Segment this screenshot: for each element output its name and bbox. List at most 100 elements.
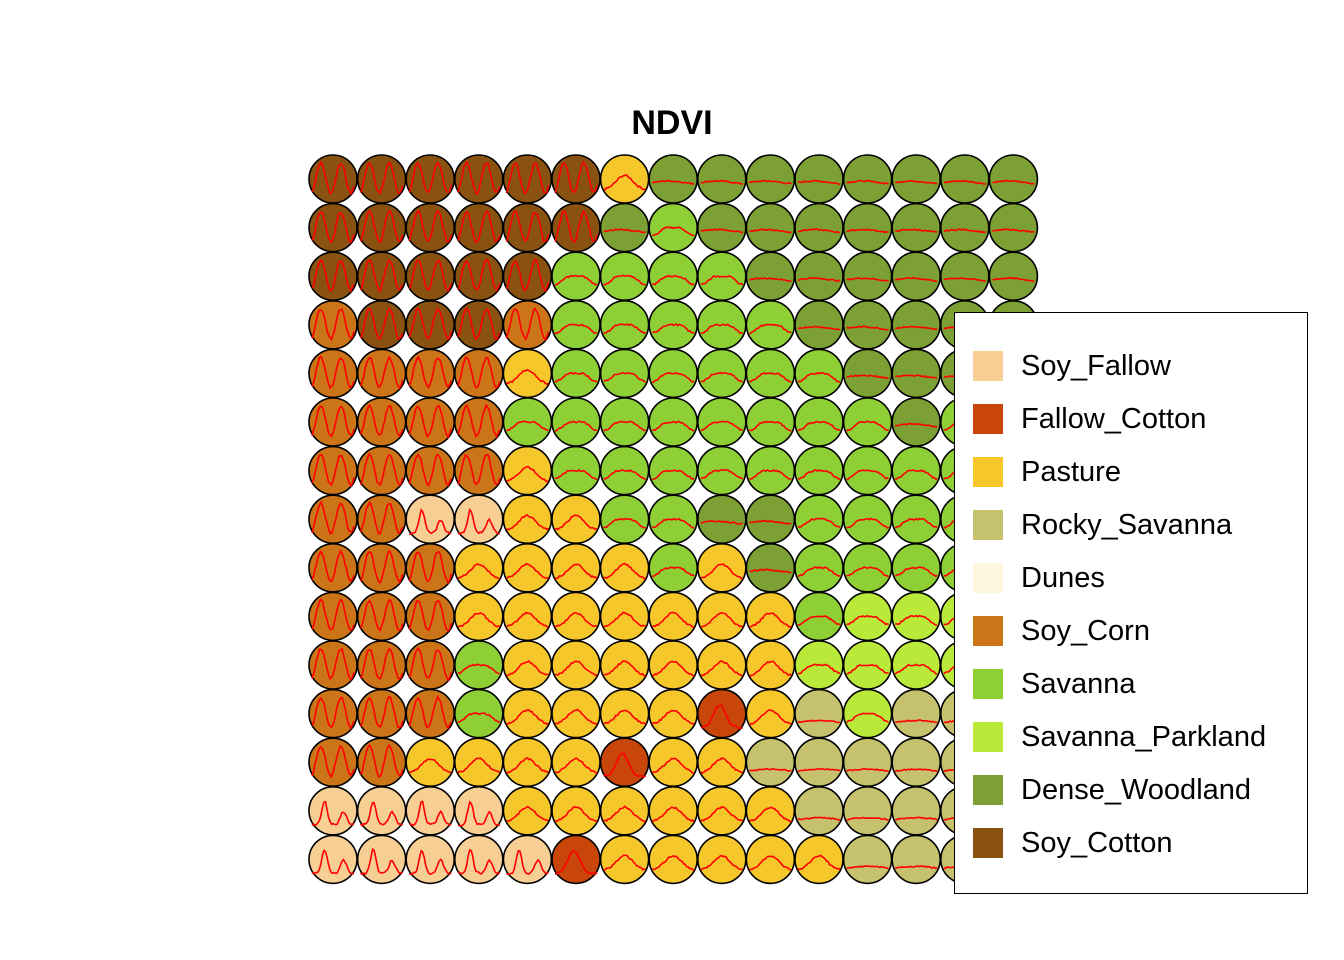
legend-label: Dense_Woodland: [1021, 773, 1252, 806]
ndvi-pattern-line: [409, 800, 452, 827]
ndvi-pattern-line: [652, 566, 695, 578]
neuron-cell: [502, 834, 553, 885]
neuron-cell: [891, 785, 942, 836]
neuron-circle: [502, 494, 553, 545]
neuron-cell: [696, 834, 747, 885]
ndvi-pattern-line: [846, 469, 889, 481]
ndvi-pattern-line: [408, 355, 452, 389]
ndvi-pattern-line: [846, 179, 889, 185]
ndvi-pattern-line: [408, 551, 452, 585]
ndvi-pattern-line: [457, 612, 500, 628]
ndvi-pattern-line: [505, 210, 550, 243]
ndvi-pattern-line: [846, 614, 889, 626]
neuron-cell: [842, 494, 893, 545]
neuron-cell: [599, 202, 650, 253]
neuron-cell: [648, 348, 699, 399]
ndvi-pattern-line: [749, 228, 792, 234]
neuron-cell: [599, 591, 650, 642]
neuron-circle: [696, 785, 747, 836]
neuron-circle: [794, 737, 844, 788]
ndvi-pattern-line: [409, 758, 452, 774]
neuron-cell: [551, 397, 601, 447]
neuron-cell: [356, 445, 407, 496]
neuron-cell: [502, 251, 553, 302]
neuron-cell: [891, 640, 942, 690]
ndvi-pattern-line: [603, 562, 646, 580]
legend: Soy_Fallow Fallow_Cotton Pasture Rocky_Sava…: [954, 312, 1308, 894]
neuron-circle: [891, 785, 942, 836]
neuron-circle: [356, 834, 407, 885]
ndvi-pattern-line: [311, 308, 355, 342]
ndvi-pattern-line: [749, 468, 792, 480]
legend-label: Savanna: [1021, 667, 1136, 700]
ndvi-pattern-line: [554, 209, 598, 244]
neuron-cell: [842, 202, 893, 253]
neuron-circle: [745, 251, 796, 302]
neuron-cell: [696, 591, 747, 642]
ndvi-pattern-line: [846, 566, 890, 578]
legend-swatch: [973, 351, 1003, 381]
ndvi-pattern-line: [359, 209, 404, 244]
neuron-circle: [551, 640, 601, 690]
neuron-cell: [794, 834, 844, 885]
ndvi-pattern-line: [457, 757, 500, 774]
ndvi-pattern-line: [603, 371, 646, 383]
ndvi-pattern-line: [846, 277, 889, 282]
neuron-cell: [356, 737, 407, 788]
neuron-cell: [696, 445, 747, 496]
neuron-circle: [648, 737, 699, 788]
neuron-cell: [308, 834, 358, 885]
ndvi-pattern-line: [992, 228, 1035, 234]
ndvi-pattern-line: [603, 517, 646, 529]
neuron-cell: [551, 542, 601, 593]
neuron-cell: [794, 397, 844, 447]
neuron-cell: [453, 785, 504, 836]
ndvi-pattern-line: [895, 325, 938, 331]
neuron-cell: [599, 154, 650, 204]
neuron-cell: [939, 154, 990, 204]
neuron-circle: [794, 834, 844, 885]
ndvi-pattern-line: [555, 849, 598, 875]
ndvi-pattern-line: [895, 422, 938, 428]
neuron-cell: [405, 640, 456, 690]
neuron-grid: [308, 154, 1039, 885]
neuron-cell: [308, 688, 358, 739]
neuron-cell: [551, 299, 601, 350]
neuron-circle: [745, 494, 796, 545]
ndvi-pattern-line: [311, 647, 355, 681]
legend-item: Dense_Woodland: [973, 773, 1252, 806]
ndvi-pattern-line: [700, 371, 744, 383]
ndvi-pattern-line: [846, 374, 889, 379]
ndvi-pattern-line: [651, 709, 695, 725]
neuron-cell: [696, 640, 747, 690]
neuron-cell: [356, 785, 407, 836]
ndvi-pattern-line: [359, 695, 404, 729]
neuron-cell: [502, 348, 553, 399]
neuron-cell: [405, 542, 456, 593]
ndvi-pattern-line: [457, 356, 501, 389]
ndvi-pattern-line: [408, 161, 452, 194]
neuron-circle: [842, 737, 893, 788]
legend-item: Soy_Cotton: [973, 827, 1173, 859]
neuron-circle: [794, 202, 844, 253]
neuron-circle: [551, 688, 601, 739]
ndvi-pattern-line: [700, 563, 743, 580]
ndvi-pattern-line: [797, 469, 841, 480]
ndvi-pattern-line: [554, 660, 598, 677]
neuron-cell: [745, 494, 796, 545]
ndvi-pattern-line: [603, 323, 647, 335]
ndvi-pattern-line: [748, 709, 792, 726]
neuron-cell: [842, 542, 893, 593]
neuron-cell: [599, 834, 650, 885]
ndvi-pattern-line: [408, 209, 452, 243]
legend-label: Pasture: [1021, 455, 1121, 488]
ndvi-pattern-line: [797, 371, 841, 383]
ndvi-pattern-line: [798, 228, 840, 234]
legend-item: Soy_Fallow: [973, 350, 1171, 382]
neuron-cell: [502, 785, 553, 836]
ndvi-pattern-line: [846, 816, 889, 821]
neuron-circle: [696, 494, 747, 545]
ndvi-pattern-line: [748, 179, 792, 185]
legend-label: Rocky_Savanna: [1021, 508, 1233, 541]
neuron-cell: [453, 737, 504, 788]
